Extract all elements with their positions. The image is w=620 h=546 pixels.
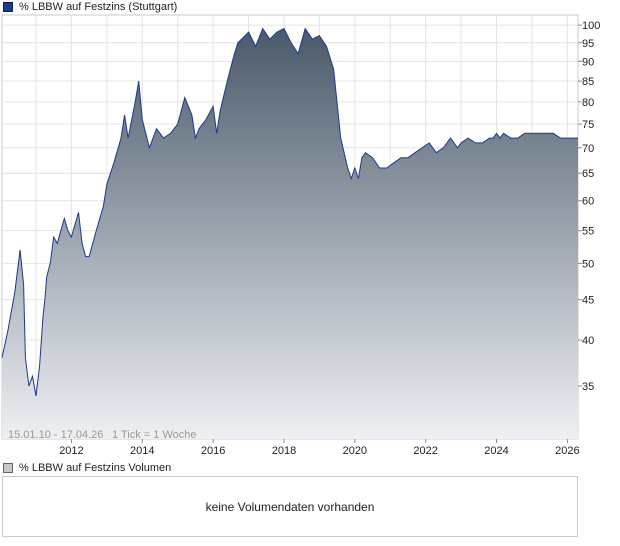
- y-tick-label: 85: [582, 76, 594, 88]
- volume-legend: % LBBW auf Festzins Volumen: [3, 461, 171, 475]
- y-tick-label: 70: [582, 143, 594, 155]
- volume-legend-label: % LBBW auf Festzins Volumen: [19, 462, 172, 474]
- x-tick-label: 2012: [59, 445, 83, 457]
- y-tick-label: 45: [582, 295, 594, 307]
- legend-swatch: [3, 2, 13, 12]
- legend-swatch-volume: [3, 463, 13, 473]
- y-axis: 35 40 45 50 55 60 65 70 75 80 85 90 95 100: [578, 20, 600, 393]
- x-tick-label: 2024: [484, 445, 508, 457]
- y-tick-label: 60: [582, 196, 594, 208]
- y-tick-label: 55: [582, 226, 594, 238]
- y-tick-label: 75: [582, 119, 594, 131]
- y-tick-label: 100: [582, 20, 600, 32]
- tick-info-label: 1 Tick = 1 Woche: [112, 429, 196, 441]
- y-tick-label: 80: [582, 97, 594, 109]
- legend-label: % LBBW auf Festzins (Stuttgart): [19, 1, 178, 13]
- x-tick-label: 2026: [555, 445, 579, 457]
- x-tick-label: 2018: [272, 445, 296, 457]
- y-tick-label: 50: [582, 258, 594, 270]
- y-tick-label: 65: [582, 168, 594, 180]
- x-tick-label: 2022: [413, 445, 437, 457]
- x-tick-label: 2014: [130, 445, 154, 457]
- y-tick-label: 95: [582, 38, 594, 50]
- y-tick-label: 35: [582, 381, 594, 393]
- range-label: 15.01.10 - 17.04.26: [8, 429, 103, 441]
- x-tick-label: 2020: [343, 445, 367, 457]
- y-tick-label: 40: [582, 335, 594, 347]
- price-line: [1, 27, 578, 397]
- price-area: [2, 28, 578, 439]
- chart-legend: % LBBW auf Festzins (Stuttgart): [3, 0, 177, 14]
- y-tick-label: 90: [582, 56, 594, 68]
- x-axis: 2012 2014 2016 2018 2020 2022 2024 2026: [59, 439, 580, 457]
- volume-panel: keine Volumendaten vorhanden: [2, 476, 578, 537]
- volume-empty-message: keine Volumendaten vorhanden: [205, 499, 375, 514]
- x-tick-label: 2016: [201, 445, 225, 457]
